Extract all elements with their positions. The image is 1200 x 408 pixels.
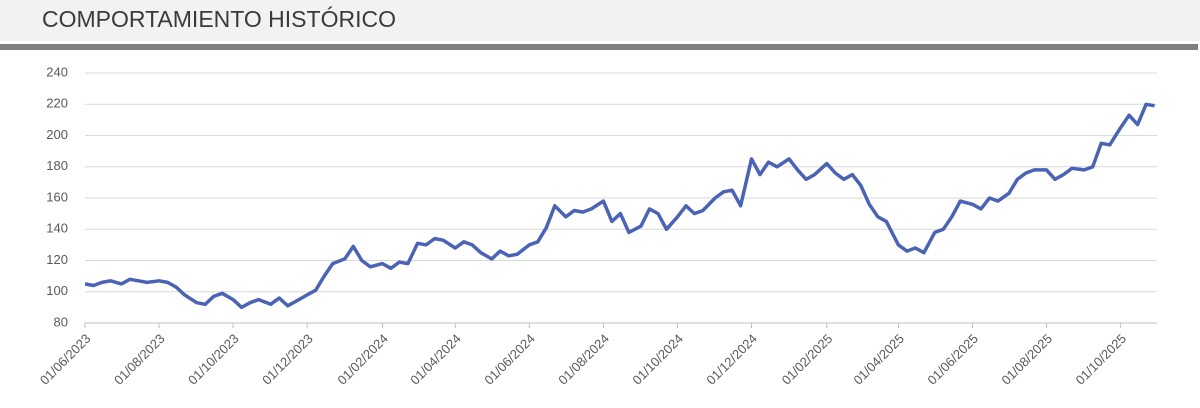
- header-band: [0, 0, 1200, 41]
- x-tick-label: 01/06/2024: [481, 331, 538, 388]
- x-tick-label: 01/02/2025: [779, 331, 836, 388]
- x-tick-label: 01/08/2025: [998, 331, 1055, 388]
- x-tick-label: 01/02/2024: [334, 331, 391, 388]
- y-tick-label: 80: [54, 314, 68, 329]
- x-tick-label: 01/10/2024: [629, 331, 686, 388]
- x-tick-label: 01/06/2025: [924, 331, 981, 388]
- y-tick-label: 120: [46, 252, 68, 267]
- y-tick-label: 200: [46, 127, 68, 142]
- x-tick-label: 01/08/2023: [111, 331, 168, 388]
- x-tick-label: 01/12/2024: [703, 331, 760, 388]
- y-tick-label: 160: [46, 189, 68, 204]
- price-line: [84, 102, 1155, 310]
- y-tick-label: 220: [46, 96, 68, 111]
- x-tick-label: 01/04/2024: [407, 331, 464, 388]
- y-tick-label: 100: [46, 283, 68, 298]
- header-rule: [0, 44, 1198, 50]
- x-tick-label: 01/10/2023: [185, 331, 242, 388]
- y-tick-label: 180: [46, 158, 68, 173]
- x-tick-label: 01/12/2023: [259, 331, 316, 388]
- y-tick-label: 140: [46, 221, 68, 236]
- y-tick-label: 240: [46, 64, 68, 79]
- x-tick-label: 01/10/2025: [1073, 331, 1130, 388]
- x-tick-label: 01/06/2023: [37, 331, 94, 388]
- x-tick-label: 01/08/2024: [555, 331, 612, 388]
- x-tick-label: 01/04/2025: [850, 331, 907, 388]
- chart-title: COMPORTAMIENTO HISTÓRICO: [42, 6, 396, 32]
